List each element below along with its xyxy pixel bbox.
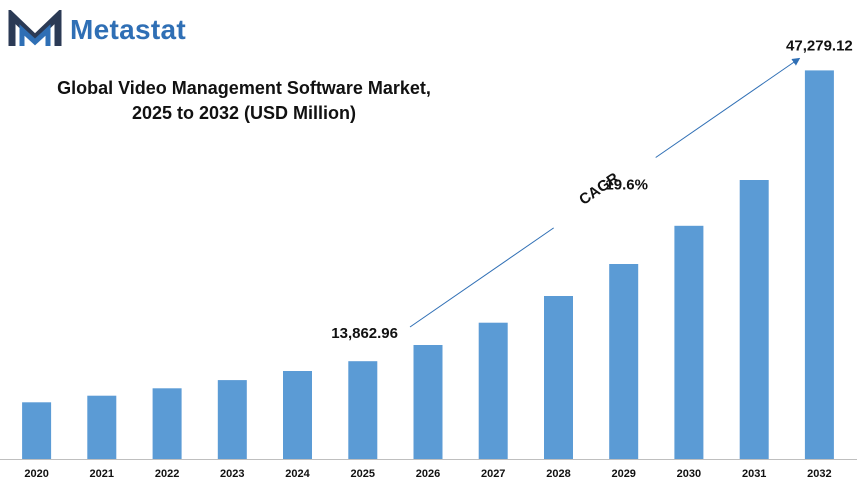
x-tick-2030: 2030	[677, 468, 701, 480]
x-tick-2025: 2025	[351, 468, 375, 480]
bar-2025	[348, 361, 378, 459]
bar-2031	[739, 180, 769, 459]
x-tick-2027: 2027	[481, 468, 505, 480]
bar-2027	[478, 322, 508, 459]
bar-2022	[152, 388, 182, 459]
brand-name: Metastat	[70, 14, 186, 45]
x-tick-2024: 2024	[285, 468, 310, 480]
x-tick-2023: 2023	[220, 468, 244, 480]
x-tick-2021: 2021	[90, 468, 114, 480]
data-label-2026: 13,862.96	[331, 325, 398, 342]
bar-2032	[804, 70, 834, 460]
bar-2021	[87, 395, 117, 459]
x-tick-2029: 2029	[611, 468, 635, 480]
cagr-arrow	[655, 57, 801, 158]
x-tick-2032: 2032	[807, 468, 831, 480]
x-tick-2026: 2026	[416, 468, 440, 480]
data-label-2032: 47,279.12	[786, 37, 853, 54]
x-tick-2020: 2020	[24, 468, 48, 480]
metastat-m-icon	[8, 10, 62, 46]
bar-2028	[544, 296, 573, 459]
bar-2030	[674, 225, 704, 459]
bar-2024	[283, 371, 312, 459]
chart-title-line-1: Global Video Management Software Market,	[57, 78, 431, 98]
chart-title-line-2: 2025 to 2032 (USD Million)	[131, 103, 357, 123]
x-axis-ticks: 2020 2021 2022 2023 2024 2025 2026 2027 2028 2029…	[24, 468, 831, 480]
cagr-value: 19.6%	[605, 177, 648, 194]
bar-2026	[413, 345, 443, 459]
data-labels: 13,862.96 47,279.12	[331, 37, 853, 342]
x-tick-2031: 2031	[742, 468, 766, 480]
bar-2023	[217, 380, 247, 459]
bars-group	[22, 70, 834, 460]
bar-2029	[609, 264, 639, 459]
chart-title: Global Video Management Software Market,…	[14, 76, 474, 126]
x-tick-2028: 2028	[546, 468, 570, 480]
x-tick-2022: 2022	[155, 468, 179, 480]
cagr-arrow-line	[409, 227, 554, 328]
bar-2020	[22, 402, 52, 459]
brand-logo: Metastat	[8, 10, 186, 50]
